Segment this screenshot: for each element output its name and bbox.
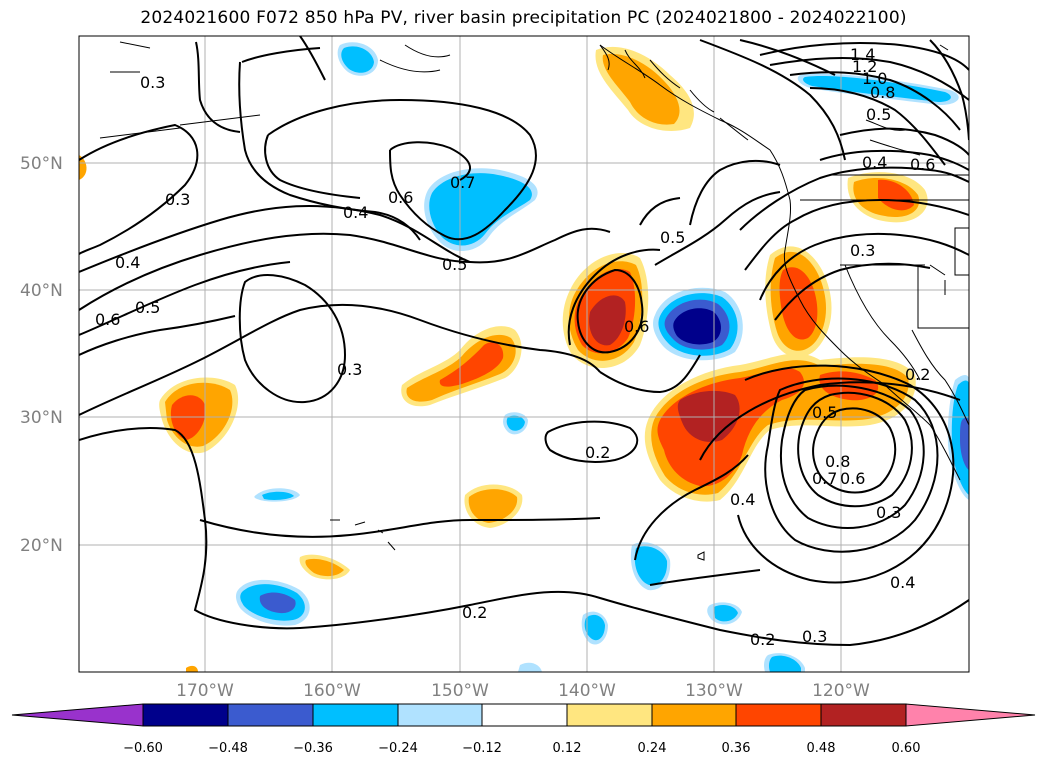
- contour-label: 0.5: [135, 298, 160, 317]
- contour-label: 0.3: [337, 360, 362, 379]
- contour-label: 0.2: [462, 603, 487, 622]
- contour-label: 0.2: [750, 630, 775, 649]
- lon-label: 140°W: [558, 681, 616, 701]
- contour-label: 0.6: [95, 310, 120, 329]
- contour-label: 0.4: [115, 253, 140, 272]
- contour-label: 0.3: [140, 73, 165, 92]
- colorbar-tick-label: −0.36: [293, 741, 333, 756]
- colorbar: −0.60 −0.48 −0.36 −0.24 −0.12 0.12 0.24 …: [11, 703, 1036, 756]
- colorbar-segment: [312, 703, 399, 727]
- lon-label: 150°W: [431, 681, 489, 701]
- contour-label: 0.8: [825, 452, 850, 471]
- colorbar-tick-label: −0.48: [208, 741, 248, 756]
- contour-label: 0.6: [910, 155, 935, 174]
- colorbar-extend-high: [905, 703, 1036, 727]
- contour-label: 0.2: [905, 365, 930, 384]
- contour-label: 0.4: [730, 490, 755, 509]
- contour-label: 0.5: [866, 105, 891, 124]
- contour-label: 0.2: [585, 443, 610, 462]
- lat-label: 50°N: [20, 154, 63, 174]
- colorbar-segment: [735, 703, 822, 727]
- lon-label: 130°W: [685, 681, 743, 701]
- contour-label: 0.6: [388, 188, 413, 207]
- contour-label: 0.8: [870, 83, 895, 102]
- lon-label: 160°W: [303, 681, 361, 701]
- chart-title: 2024021600 F072 850 hPa PV, river basin …: [140, 8, 907, 28]
- map-area: [79, 36, 969, 672]
- colorbar-tick-label: 0.36: [722, 741, 751, 756]
- contour-label: 1.4: [850, 45, 875, 64]
- colorbar-tick-label: −0.12: [462, 741, 502, 756]
- colorbar-tick-label: 0.60: [892, 741, 921, 756]
- colorbar-segment: [227, 703, 314, 727]
- colorbar-tick-label: 0.24: [638, 741, 667, 756]
- colorbar-segment: [820, 703, 907, 727]
- map-frame: [78, 35, 970, 673]
- colorbar-tick-label: −0.60: [123, 741, 163, 756]
- lat-label: 40°N: [20, 281, 63, 301]
- lon-label: 120°W: [812, 681, 870, 701]
- colorbar-segment: [481, 703, 568, 727]
- colorbar-segment: [397, 703, 483, 727]
- colorbar-segment: [566, 703, 653, 727]
- contour-label: 0.4: [862, 153, 887, 172]
- contour-label: 0.3: [876, 503, 901, 522]
- lat-label: 30°N: [20, 408, 63, 428]
- contour-label: 0.6: [840, 469, 865, 488]
- colorbar-tick-label: 0.12: [553, 741, 582, 756]
- colorbar-ticks: −0.60 −0.48 −0.36 −0.24 −0.12 0.12 0.24 …: [123, 741, 920, 756]
- contour-labels: 0.3 0.3 0.4 0.6 0.5 0.4 0.6 0.5 0.7 0.5 …: [95, 45, 935, 649]
- pv-contours: [79, 36, 969, 647]
- contour-label: 1.2: [852, 57, 877, 76]
- contour-label: 0.3: [802, 627, 827, 646]
- contour-label: 0.3: [165, 190, 190, 209]
- lat-label: 20°N: [20, 536, 63, 556]
- contour-label: 0.5: [660, 228, 685, 247]
- colorbar-segment: [142, 703, 229, 727]
- contour-label: 0.5: [442, 255, 467, 274]
- lat-labels: 50°N 40°N 30°N 20°N: [20, 154, 63, 556]
- lon-labels: 170°W 160°W 150°W 140°W 130°W 120°W: [176, 681, 870, 701]
- precipitation-fills: [79, 42, 969, 672]
- contour-label: 0.3: [850, 241, 875, 260]
- contour-label: 0.7: [450, 173, 475, 192]
- colorbar-extend-low: [11, 703, 144, 727]
- lon-label: 170°W: [176, 681, 234, 701]
- coastlines: [99, 41, 969, 561]
- contour-label: 0.4: [343, 203, 368, 222]
- contour-label: 0.4: [890, 573, 915, 592]
- contour-label: 0.6: [624, 317, 649, 336]
- contour-label: 0.5: [812, 403, 837, 422]
- contour-label: 1.0: [862, 69, 887, 88]
- colorbar-segment: [651, 703, 737, 727]
- contour-label: 0.7: [812, 469, 837, 488]
- colorbar-tick-label: 0.48: [807, 741, 836, 756]
- colorbar-tick-label: −0.24: [378, 741, 418, 756]
